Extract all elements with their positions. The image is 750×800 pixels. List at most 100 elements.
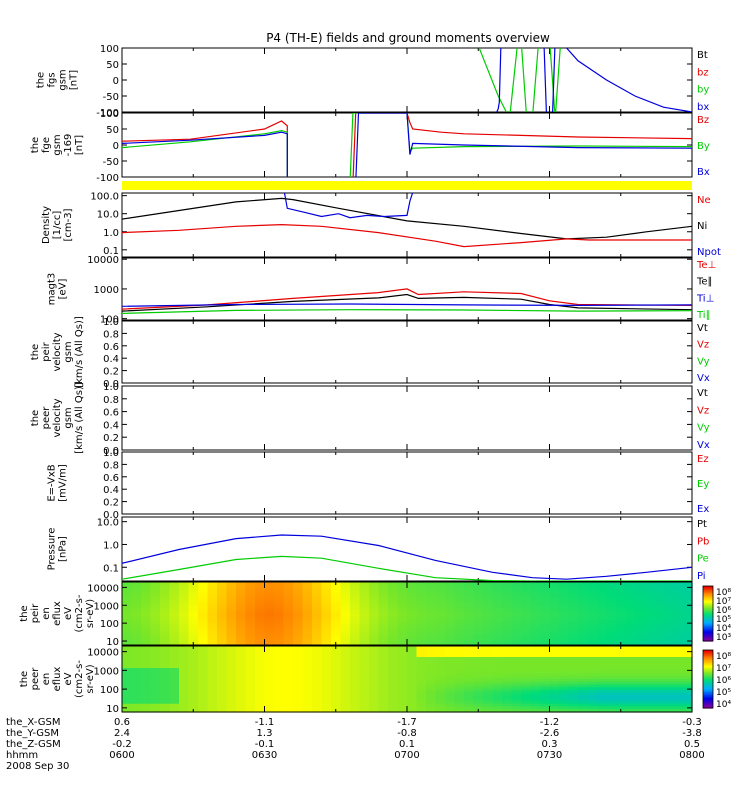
legend-entry: Ex: [697, 504, 709, 515]
y-tick-label: 0.2: [103, 498, 119, 509]
panel-temp: 10000 1000 100 magt3 [eV] Te⊥ Te∥ Ti⊥ Ti∥: [47, 255, 717, 325]
y-axis-label: gsm: [63, 341, 74, 362]
y-tick-label: 1.0: [103, 448, 119, 459]
legend-entry: Ne: [697, 195, 711, 206]
y-axis-label: en: [41, 673, 52, 686]
series-line-Ni: [122, 197, 692, 240]
colorbar-label: 10⁴: [716, 624, 731, 634]
y-tick-label: 0.0: [103, 446, 119, 457]
series-line-Pe: [122, 555, 692, 581]
y-tick-label: 1.0: [103, 382, 119, 393]
x-tick-label: 2.4: [114, 728, 130, 739]
x-tick-label: -1.2: [540, 717, 560, 728]
y-axis-label: gsm: [58, 69, 69, 90]
y-tick-label: 1000: [94, 285, 119, 296]
legend-entry: Vy: [697, 423, 710, 434]
legend-entry: Vx: [697, 440, 710, 451]
y-tick-label: -100: [96, 173, 119, 184]
x-tick-label: 0.5: [684, 739, 700, 750]
series-line-Pi: [122, 534, 692, 580]
series-line-Te⊥: [122, 288, 692, 310]
y-tick-label: 0.1: [103, 563, 119, 574]
y-tick-label: 0.0: [103, 379, 119, 390]
y-axis-label: velocity: [52, 398, 63, 437]
x-tick-label: 1.3: [257, 728, 273, 739]
y-tick-label: 10: [106, 704, 119, 715]
series-line-By: [122, 113, 692, 177]
panel-frame: [121, 192, 693, 258]
y-tick-label: 100: [100, 109, 119, 120]
y-axis-label: the: [30, 344, 41, 360]
y-axis-label: -169: [63, 134, 74, 157]
y-axis-label: peir: [41, 341, 52, 361]
y-axis-label: the: [30, 410, 41, 426]
x-row-label: the_Z-GSM: [6, 739, 61, 750]
y-axis-label: en: [41, 607, 52, 620]
x-tick-label: 0.3: [542, 739, 558, 750]
series-line-Ti⊥: [122, 303, 692, 307]
heatmap-peir_en: [122, 582, 693, 646]
y-axis-label: eflux: [52, 601, 63, 626]
panel-flag: [122, 181, 692, 190]
y-tick-label: 0: [113, 141, 119, 152]
legend-entry: Vt: [697, 323, 708, 334]
series-line-Bz: [122, 113, 692, 177]
heatmap-peer_en: [122, 646, 693, 713]
panel-frame: [121, 385, 693, 451]
legend-entry: Vz: [697, 405, 709, 416]
y-axis-label: [nPa]: [58, 536, 69, 562]
colorbar-label: 10⁵: [716, 688, 731, 698]
y-tick-label: 10000: [87, 583, 119, 594]
legend-entry: By: [697, 141, 710, 152]
y-axis-label: [eV]: [58, 279, 69, 300]
legend-entry: Bt: [697, 50, 708, 61]
y-axis-label: fge: [41, 137, 52, 153]
colorbar-label: 10⁷: [716, 664, 731, 674]
legend-entry: Ti∥: [696, 310, 711, 321]
colorbar-label: 10⁶: [716, 606, 731, 616]
y-axis-label: [nT]: [69, 70, 80, 90]
panel-frame: [121, 112, 693, 178]
y-tick-label: -50: [103, 92, 119, 103]
series-line-Npot: [283, 193, 414, 219]
y-tick-label: 1000: [94, 601, 119, 612]
x-tick-label: -3.8: [682, 728, 702, 739]
y-axis-label: [1/cc]: [52, 211, 63, 240]
y-tick-label: 100.0: [90, 192, 119, 203]
y-tick-label: 100: [100, 44, 119, 55]
y-axis-label: gsm: [63, 407, 74, 428]
legend-entry: Npot: [697, 247, 721, 258]
x-tick-label: 0700: [394, 750, 419, 761]
y-tick-label: 1000: [94, 666, 119, 677]
legend-entry: Ni: [697, 221, 707, 232]
y-tick-label: 10.0: [97, 210, 119, 221]
y-tick-label: 100: [100, 619, 119, 630]
x-tick-label: 0630: [252, 750, 277, 761]
colorbar-peer_en: 10⁸ 10⁷ 10⁶ 10⁵ 10⁴: [702, 649, 731, 710]
x-tick-label: 0.6: [114, 717, 130, 728]
y-tick-label: 0.4: [103, 354, 119, 365]
colorbar-label: 10⁶: [716, 676, 731, 686]
y-axis-label: [cm-3]: [63, 208, 74, 241]
panel-frame: [121, 451, 693, 515]
y-axis-label: the: [19, 671, 30, 687]
panel-frame: [121, 516, 693, 582]
panel-peer_en: 10⁸ 10⁷ 10⁶ 10⁵ 10⁴ 10000 1000 100 10 the peer en ef…: [19, 645, 731, 715]
x-tick-label: -1.7: [397, 717, 417, 728]
y-axis-label: Density: [41, 206, 52, 244]
y-tick-label: 10000: [87, 255, 119, 266]
series-line-by: [478, 48, 561, 112]
y-tick-label: 0.8: [103, 395, 119, 406]
x-tick-label: 0730: [537, 750, 562, 761]
legend-entry: Te⊥: [696, 260, 716, 271]
y-tick-label: 0.6: [103, 473, 119, 484]
y-tick-label: 0.4: [103, 485, 119, 496]
colorbar-label: 10⁷: [716, 597, 731, 607]
y-tick-label: 0.8: [103, 329, 119, 340]
y-tick-label: 0.8: [103, 460, 119, 471]
y-tick-label: -100: [96, 108, 119, 119]
y-axis-label: sr-eV): [85, 664, 96, 693]
